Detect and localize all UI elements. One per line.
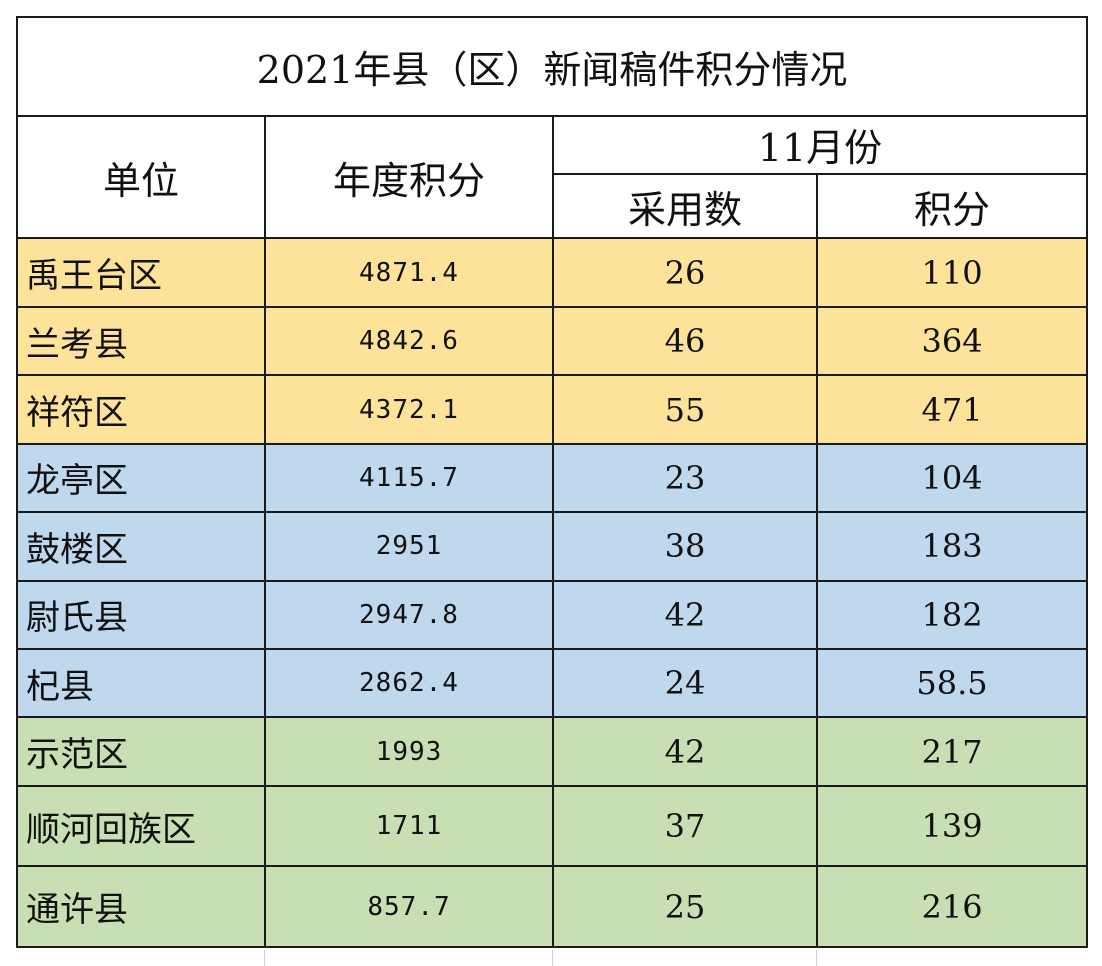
annual-score-cell[interactable]: 4842.6 <box>264 305 554 377</box>
adopted-count-cell[interactable]: 55 <box>552 374 818 445</box>
table-row: 尉氏县 2947.8 42 182 <box>16 579 1089 651</box>
month-score-cell[interactable]: 364 <box>815 305 1089 377</box>
table-row: 兰考县 4842.6 46 364 <box>16 305 1089 377</box>
adopted-count-cell[interactable]: 26 <box>552 237 818 308</box>
unit-cell[interactable]: 示范区 <box>16 716 266 787</box>
annual-score-cell[interactable]: 1993 <box>264 716 554 787</box>
month-score-cell[interactable]: 110 <box>815 237 1089 308</box>
unit-cell[interactable]: 禹王台区 <box>16 237 266 308</box>
annual-score-cell[interactable]: 4372.1 <box>264 374 554 445</box>
month-score-cell[interactable]: 183 <box>815 511 1089 582</box>
annual-score-cell[interactable]: 857.7 <box>264 865 554 948</box>
header-november[interactable]: 11月份 <box>551 114 1089 176</box>
month-score-cell[interactable]: 58.5 <box>815 648 1089 719</box>
month-score-cell[interactable]: 471 <box>815 374 1089 445</box>
month-score-cell[interactable]: 104 <box>815 442 1089 514</box>
header-adopted-count[interactable]: 采用数 <box>552 172 818 240</box>
header-unit[interactable]: 单位 <box>16 114 266 240</box>
table-row: 示范区 1993 42 217 <box>16 716 1089 787</box>
header-month-score[interactable]: 积分 <box>815 172 1089 240</box>
gridline-stub <box>816 950 817 966</box>
month-score-cell[interactable]: 182 <box>815 579 1089 651</box>
annual-score-cell[interactable]: 4871.4 <box>264 237 554 308</box>
table-row: 龙亭区 4115.7 23 104 <box>16 442 1089 514</box>
annual-score-cell[interactable]: 2862.4 <box>264 648 554 719</box>
unit-cell[interactable]: 龙亭区 <box>16 442 266 514</box>
month-score-cell[interactable]: 139 <box>815 784 1089 868</box>
table-row: 杞县 2862.4 24 58.5 <box>16 648 1089 719</box>
unit-cell[interactable]: 兰考县 <box>16 305 266 377</box>
gridline-stub <box>264 950 265 966</box>
score-table: 2021年县（区）新闻稿件积分情况 单位 年度积分 11月份 采用数 积分 禹王… <box>15 16 1089 948</box>
annual-score-cell[interactable]: 2947.8 <box>264 579 554 651</box>
table-row: 鼓楼区 2951 38 183 <box>16 511 1089 582</box>
adopted-count-cell[interactable]: 38 <box>552 511 818 582</box>
month-score-cell[interactable]: 217 <box>815 716 1089 787</box>
table-row: 祥符区 4372.1 55 471 <box>16 374 1089 445</box>
table-row: 顺河回族区 1711 37 139 <box>16 784 1089 868</box>
adopted-count-cell[interactable]: 42 <box>552 579 818 651</box>
unit-cell[interactable]: 顺河回族区 <box>16 784 266 868</box>
adopted-count-cell[interactable]: 23 <box>552 442 818 514</box>
gridline-stub <box>552 950 553 966</box>
annual-score-cell[interactable]: 4115.7 <box>264 442 554 514</box>
header-annual-score[interactable]: 年度积分 <box>264 114 554 240</box>
adopted-count-cell[interactable]: 46 <box>552 305 818 377</box>
adopted-count-cell[interactable]: 37 <box>552 784 818 868</box>
unit-cell[interactable]: 尉氏县 <box>16 579 266 651</box>
table-row: 禹王台区 4871.4 26 110 <box>16 237 1089 308</box>
month-score-cell[interactable]: 216 <box>815 865 1089 948</box>
adopted-count-cell[interactable]: 24 <box>552 648 818 719</box>
annual-score-cell[interactable]: 1711 <box>264 784 554 868</box>
unit-cell[interactable]: 鼓楼区 <box>16 511 266 582</box>
table-title[interactable]: 2021年县（区）新闻稿件积分情况 <box>15 16 1089 117</box>
adopted-count-cell[interactable]: 42 <box>552 716 818 787</box>
adopted-count-cell[interactable]: 25 <box>552 865 818 948</box>
unit-cell[interactable]: 杞县 <box>16 648 266 719</box>
table-row: 通许县 857.7 25 216 <box>16 865 1089 948</box>
unit-cell[interactable]: 祥符区 <box>16 374 266 445</box>
unit-cell[interactable]: 通许县 <box>16 865 266 948</box>
annual-score-cell[interactable]: 2951 <box>264 511 554 582</box>
